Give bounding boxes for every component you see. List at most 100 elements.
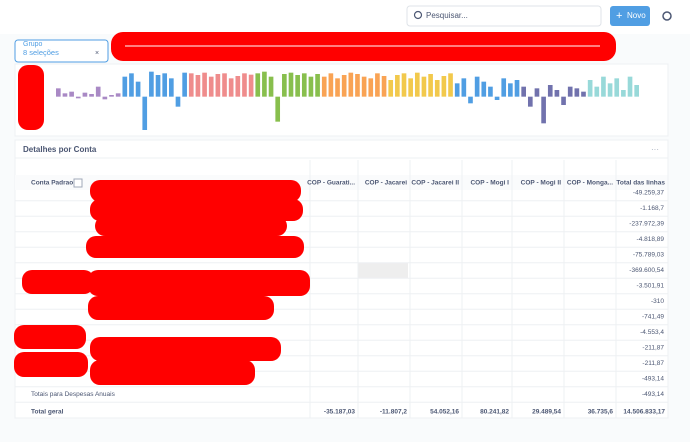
row-total: -1.168,7 — [640, 205, 664, 212]
redaction — [86, 236, 304, 258]
bar — [228, 78, 234, 97]
filter-clear[interactable]: × — [95, 50, 99, 57]
table-title: Detalhes por Conta — [23, 145, 97, 154]
bar — [301, 73, 307, 97]
filter-value: 8 seleções — [23, 48, 59, 57]
column-header: COP - Mogi I — [470, 180, 509, 187]
settings-icon[interactable] — [662, 11, 672, 21]
bar — [62, 93, 68, 97]
chart — [55, 71, 640, 130]
search-box[interactable] — [406, 5, 602, 27]
bar — [361, 76, 367, 97]
filter-label: Grupo — [23, 41, 43, 48]
bar — [554, 90, 560, 97]
bar — [614, 78, 620, 97]
bar — [89, 94, 94, 97]
bar — [401, 73, 407, 97]
bar — [561, 96, 566, 105]
bar — [109, 95, 114, 97]
redactions — [14, 32, 616, 385]
bar — [621, 90, 626, 97]
row-total: -237.972,39 — [629, 221, 664, 228]
bar — [355, 74, 360, 97]
more-menu[interactable]: ··· — [651, 145, 659, 154]
bar — [341, 75, 347, 97]
bar — [534, 88, 540, 97]
redaction — [90, 199, 303, 221]
row-total: -3.501,91 — [637, 283, 665, 290]
redaction — [14, 352, 88, 377]
bar — [601, 76, 606, 97]
bar — [248, 74, 254, 97]
search-icon — [413, 10, 423, 20]
bar — [541, 96, 546, 124]
bar — [182, 72, 187, 97]
bar — [574, 88, 580, 97]
bar — [222, 73, 227, 97]
bar — [587, 80, 593, 97]
bar — [461, 78, 467, 97]
bar — [122, 76, 128, 97]
column-header: Conta Padrao — [31, 180, 73, 187]
row-total: -741,49 — [642, 314, 664, 321]
row-total: -493,14 — [642, 391, 664, 398]
bar — [321, 76, 327, 97]
bar — [155, 75, 161, 97]
bar — [521, 86, 526, 97]
bar — [208, 76, 214, 97]
bar — [268, 76, 274, 97]
bar — [115, 93, 121, 97]
redaction — [95, 216, 287, 236]
redaction — [88, 270, 310, 296]
bar — [129, 73, 134, 97]
bar — [474, 76, 480, 97]
total-value: -11.807,2 — [380, 409, 407, 416]
bar — [381, 76, 387, 97]
bar — [55, 88, 61, 97]
bar — [388, 80, 394, 97]
bar — [215, 74, 221, 97]
bar — [508, 83, 513, 97]
bar — [421, 76, 427, 97]
bar — [414, 72, 420, 97]
bar — [308, 76, 314, 97]
row-total: -310 — [651, 298, 664, 305]
chart-card — [14, 63, 669, 137]
bar — [514, 80, 520, 97]
bar — [348, 72, 354, 97]
bar — [169, 78, 174, 97]
bar — [69, 91, 74, 97]
filter-box[interactable] — [14, 39, 109, 63]
total-value: 36.735,6 — [588, 409, 614, 416]
bar — [441, 76, 447, 97]
bar — [567, 86, 573, 97]
bar — [275, 96, 281, 122]
collapse-icon — [73, 178, 83, 188]
bar — [282, 74, 287, 97]
bar — [315, 74, 320, 97]
bar — [188, 73, 194, 97]
redaction — [88, 296, 274, 320]
total-label: Total geral — [31, 409, 64, 416]
bar — [594, 86, 600, 97]
column-header: COP - Monga... — [567, 180, 613, 187]
column-header: COP - Mogi II — [521, 180, 562, 187]
row-total: -49.259,37 — [633, 190, 664, 197]
bar — [488, 86, 493, 97]
bar — [255, 73, 261, 97]
bar — [235, 76, 241, 97]
bar — [547, 85, 553, 97]
total-value: 29.489,54 — [532, 409, 561, 416]
bar — [368, 78, 374, 97]
row-total: -493,14 — [642, 376, 664, 383]
bar — [135, 81, 141, 97]
cell-highlight — [358, 263, 408, 278]
bar — [195, 75, 201, 97]
row-total: -211,87 — [642, 360, 664, 367]
bar — [142, 96, 148, 130]
bar — [162, 73, 168, 97]
new-button[interactable] — [610, 6, 650, 26]
bar — [468, 96, 473, 104]
row-label: Totais para Despesas Anuais — [31, 391, 116, 398]
